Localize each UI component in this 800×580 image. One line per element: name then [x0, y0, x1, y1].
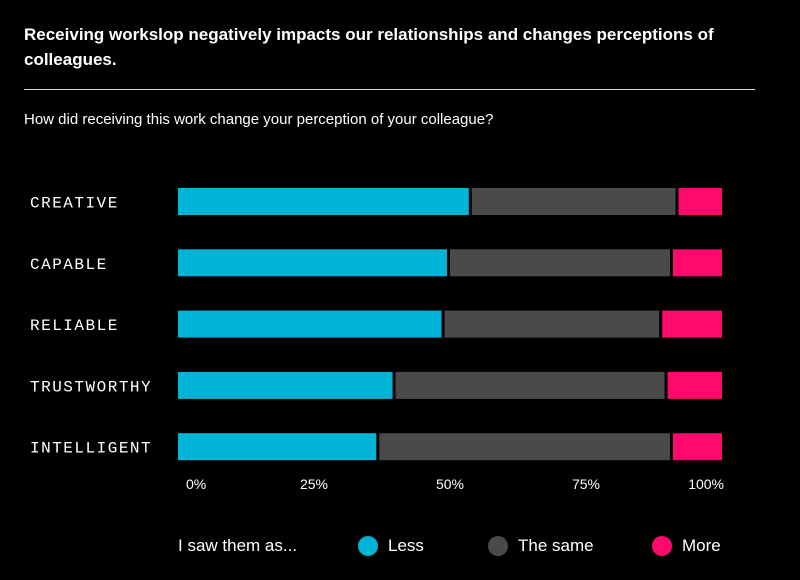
- legend-swatch-the-same: [488, 536, 508, 556]
- x-tick-label-50: 50%: [436, 476, 464, 492]
- legend-swatch-more: [652, 536, 672, 556]
- bar-capable-the-same: [450, 249, 670, 277]
- legend-swatch-less: [358, 536, 378, 556]
- category-label-intelligent: INTELLIGENT: [30, 440, 152, 458]
- x-tick-label-75: 75%: [572, 476, 600, 492]
- category-label-reliable: RELIABLE: [30, 317, 119, 335]
- x-tick-label-100: 100%: [688, 476, 724, 492]
- bar-intelligent-less: [178, 433, 377, 461]
- bar-trustworthy-the-same: [395, 371, 665, 399]
- bar-intelligent-the-same: [379, 433, 671, 461]
- chart-title: Receiving workslop negatively impacts ou…: [24, 25, 714, 69]
- legend-item-the-same: The same: [488, 532, 594, 560]
- bar-reliable-the-same: [444, 310, 660, 338]
- legend-label-less: Less: [388, 536, 424, 555]
- stacked-bar-chart: CREATIVE CAPABLE RELIABLE TRUSTWORTHY INTELL…: [30, 188, 724, 492]
- bar-trustworthy-less: [178, 371, 393, 399]
- bar-intelligent-more: [673, 433, 722, 461]
- category-label-trustworthy: TRUSTWORTHY: [30, 378, 152, 396]
- chart-subtitle: How did receiving this work change your …: [24, 111, 494, 128]
- bar-reliable-more: [662, 310, 722, 338]
- legend-label-more: More: [682, 536, 721, 555]
- title-divider: [24, 89, 755, 90]
- x-tick-label-0: 0%: [186, 476, 206, 492]
- legend-item-less: Less: [358, 532, 424, 560]
- bar-trustworthy-more: [667, 371, 722, 399]
- bar-capable-less: [178, 249, 447, 277]
- bar-creative-less: [178, 188, 469, 215]
- legend: I saw them as... Less The same More: [178, 532, 738, 560]
- bar-capable-more: [673, 249, 722, 277]
- legend-prefix: I saw them as...: [178, 536, 298, 555]
- legend-label-the-same: The same: [518, 536, 594, 555]
- legend-item-more: More: [652, 532, 721, 560]
- bar-creative-the-same: [471, 188, 676, 215]
- category-label-capable: CAPABLE: [30, 256, 108, 274]
- category-label-creative: CREATIVE: [30, 195, 119, 213]
- bar-reliable-less: [178, 310, 442, 338]
- bar-creative-more: [678, 188, 722, 215]
- x-tick-label-25: 25%: [300, 476, 328, 492]
